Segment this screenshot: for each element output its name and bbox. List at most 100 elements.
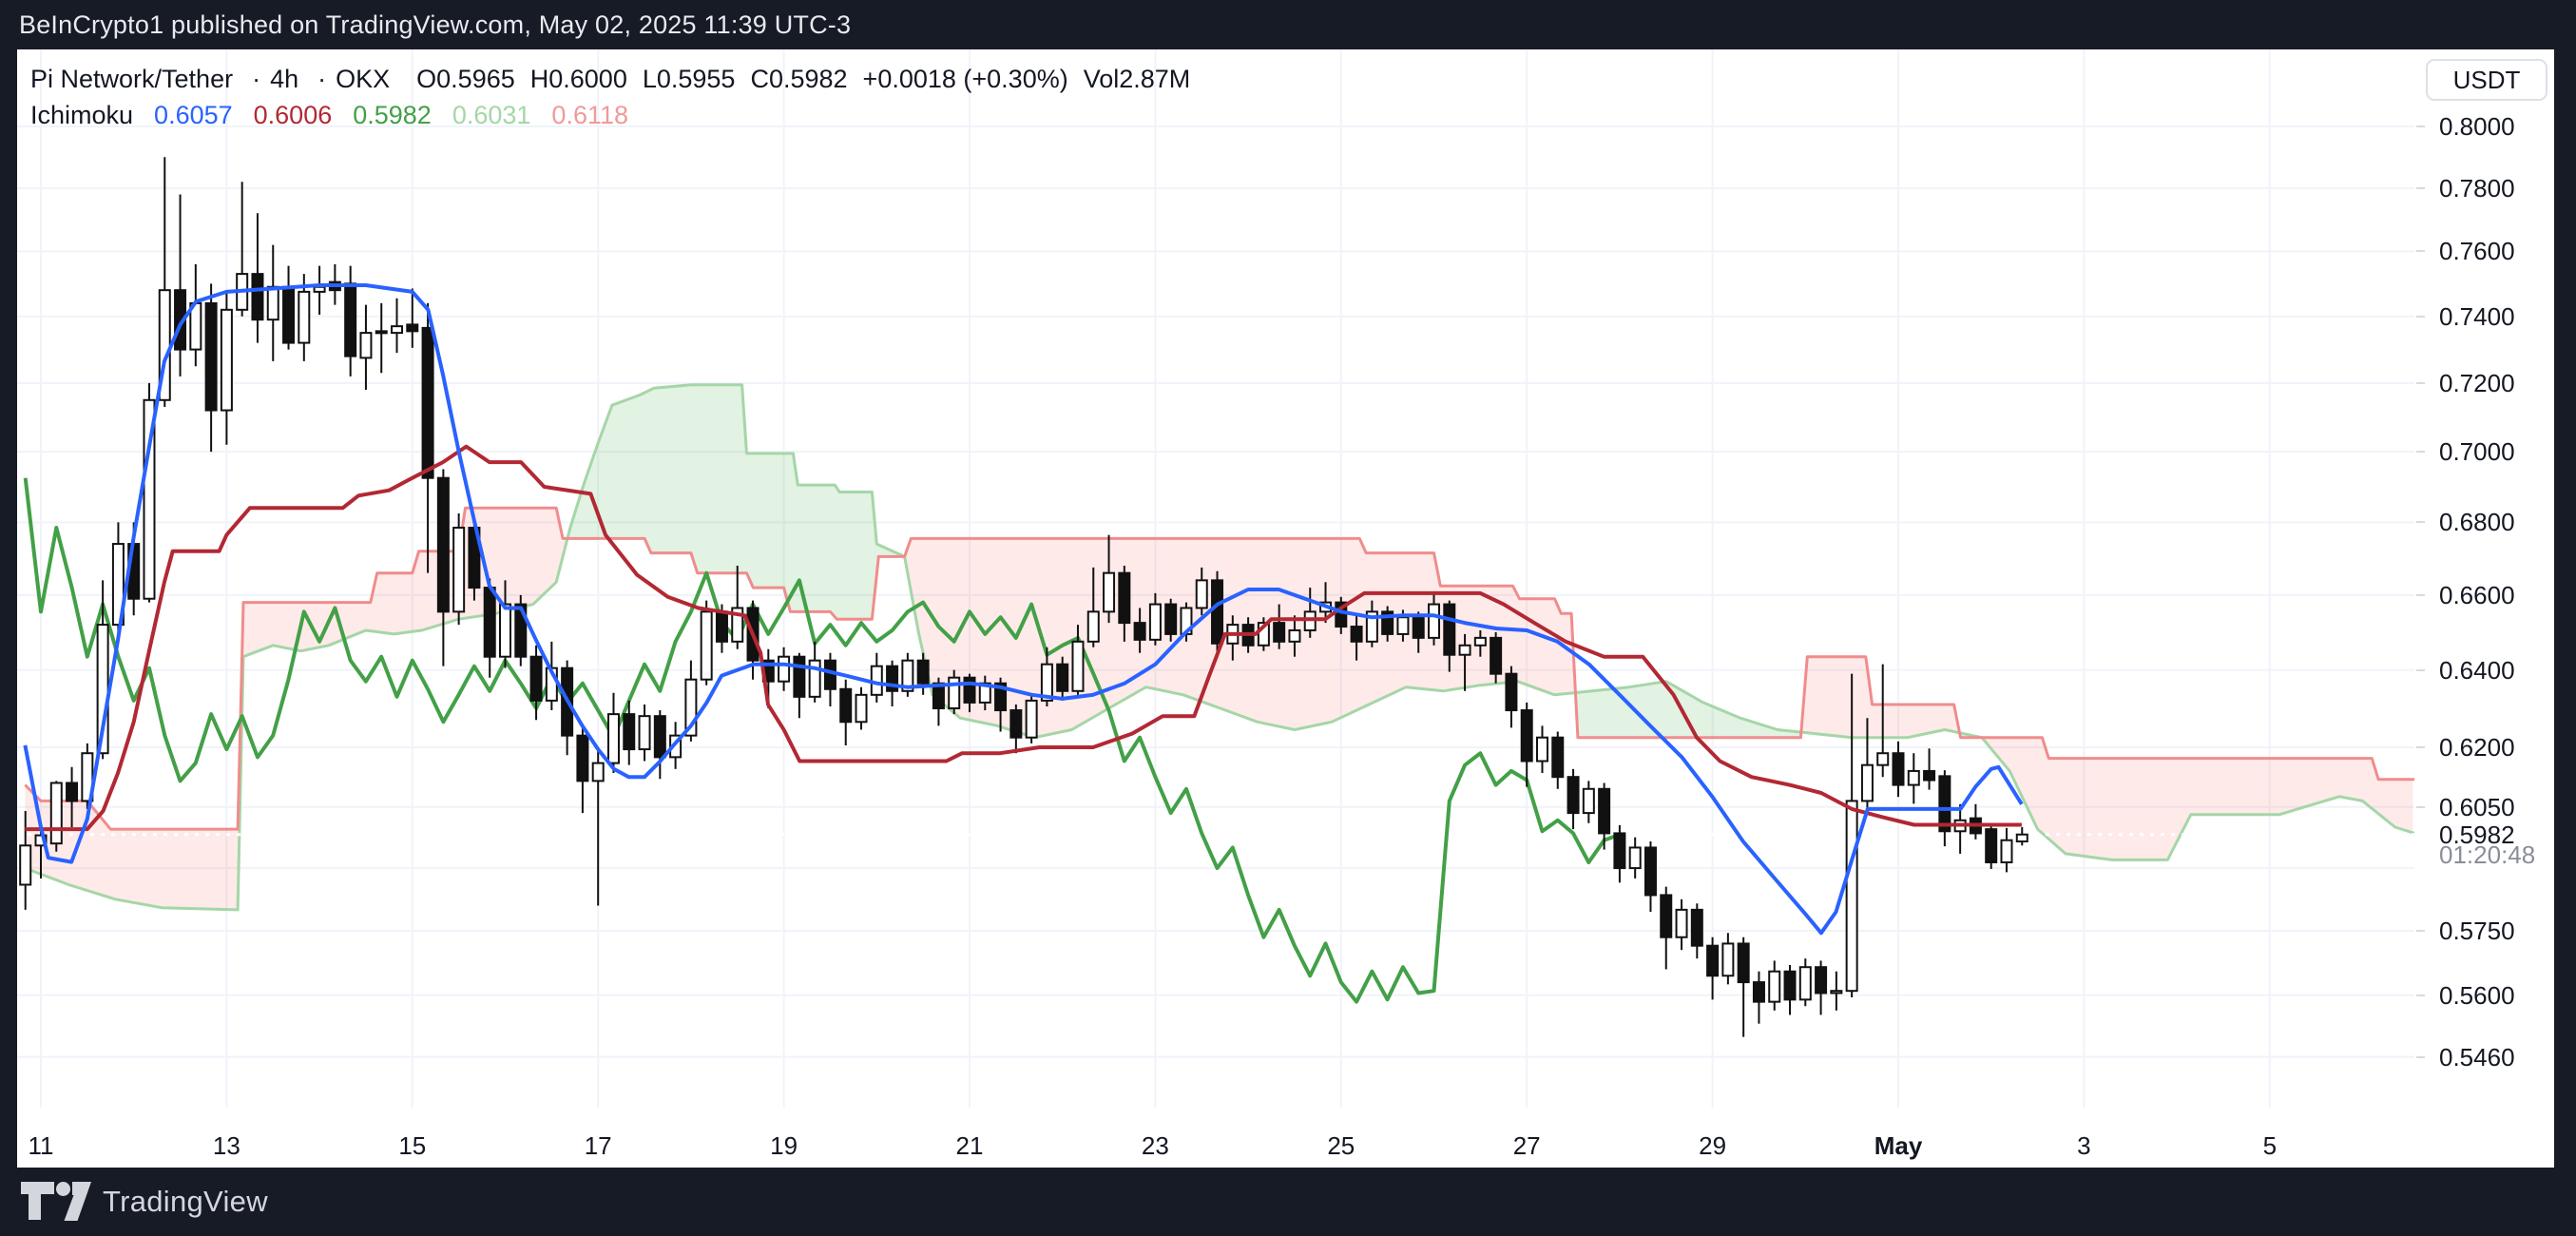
candle-up[interactable] bbox=[391, 298, 404, 354]
candle-down[interactable] bbox=[1520, 702, 1533, 787]
candle-up[interactable] bbox=[1860, 718, 1874, 814]
candle-down[interactable] bbox=[963, 673, 976, 713]
candle-up[interactable] bbox=[298, 274, 311, 361]
candle-up[interactable] bbox=[731, 565, 744, 649]
candle-up[interactable] bbox=[638, 704, 651, 762]
candle-up[interactable] bbox=[1288, 615, 1301, 657]
candle-down[interactable] bbox=[529, 645, 543, 721]
candle-up[interactable] bbox=[1845, 673, 1858, 998]
candle-down[interactable] bbox=[1350, 615, 1363, 661]
candle-up[interactable] bbox=[143, 382, 156, 603]
candle-down[interactable] bbox=[375, 302, 388, 374]
candle-up[interactable] bbox=[1907, 753, 1920, 804]
candle-down[interactable] bbox=[436, 469, 450, 666]
candle-up[interactable] bbox=[1675, 898, 1688, 951]
candle-up[interactable] bbox=[1953, 803, 1967, 854]
candle-up[interactable] bbox=[236, 182, 249, 317]
candle-down[interactable] bbox=[1133, 608, 1146, 653]
candle-up[interactable] bbox=[778, 647, 791, 691]
candle-up[interactable] bbox=[591, 747, 605, 906]
tradingview-logo-icon[interactable] bbox=[21, 1182, 91, 1222]
candle-up[interactable] bbox=[700, 600, 713, 686]
candle-down[interactable] bbox=[406, 288, 419, 348]
candle-down[interactable] bbox=[1783, 964, 1797, 1015]
candle-down[interactable] bbox=[344, 265, 357, 377]
candle-up[interactable] bbox=[1830, 971, 1843, 1011]
candle-down[interactable] bbox=[576, 725, 589, 814]
candle-down[interactable] bbox=[1598, 782, 1611, 850]
candle-up[interactable] bbox=[1582, 781, 1595, 823]
candle-down[interactable] bbox=[251, 213, 264, 343]
candle-up[interactable] bbox=[1628, 837, 1642, 879]
candle-up[interactable] bbox=[452, 512, 466, 626]
candle-up[interactable] bbox=[266, 244, 279, 361]
candle-up[interactable] bbox=[1768, 960, 1781, 1011]
candle-up[interactable] bbox=[2015, 827, 2028, 846]
candle-up[interactable] bbox=[1103, 534, 1116, 624]
candle-down[interactable] bbox=[1381, 606, 1394, 642]
candle-down[interactable] bbox=[1690, 903, 1703, 959]
candle-down[interactable] bbox=[1644, 841, 1657, 913]
candle-up[interactable] bbox=[111, 522, 125, 632]
candle-up[interactable] bbox=[855, 686, 868, 730]
candle-down[interactable] bbox=[1613, 824, 1626, 883]
candle-up[interactable] bbox=[901, 652, 914, 697]
candle-down[interactable] bbox=[421, 302, 434, 573]
candle-up[interactable] bbox=[498, 580, 511, 668]
candle-down[interactable] bbox=[1706, 937, 1720, 1000]
candle-down[interactable] bbox=[1985, 824, 1998, 869]
candle-down[interactable] bbox=[1969, 803, 1982, 840]
candle-down[interactable] bbox=[1737, 937, 1750, 1037]
candle-down[interactable] bbox=[1164, 598, 1178, 642]
candle-down[interactable] bbox=[1892, 741, 1905, 798]
candle-up[interactable] bbox=[870, 652, 883, 703]
candle-down[interactable] bbox=[204, 283, 218, 453]
candle-down[interactable] bbox=[1505, 666, 1518, 728]
price-axis[interactable]: USDT 0.8000 0.7800 0.7600 0.7400 0.7200 0.700… bbox=[2414, 49, 2554, 1168]
candle-up[interactable] bbox=[808, 641, 821, 703]
candle-down[interactable] bbox=[514, 594, 528, 666]
candle-down[interactable] bbox=[1551, 731, 1565, 789]
candle-up[interactable] bbox=[359, 304, 373, 391]
candle-up[interactable] bbox=[34, 827, 48, 879]
candle-up[interactable] bbox=[1535, 725, 1548, 774]
candle-up[interactable] bbox=[1876, 664, 1890, 778]
candle-up[interactable] bbox=[1473, 629, 1487, 657]
candle-down[interactable] bbox=[282, 265, 296, 350]
candle-up[interactable] bbox=[1086, 567, 1100, 647]
candle-up[interactable] bbox=[1195, 567, 1208, 616]
candle-down[interactable] bbox=[1752, 971, 1765, 1024]
candle-up[interactable] bbox=[1427, 590, 1440, 646]
candle-down[interactable] bbox=[66, 766, 79, 828]
candle-up[interactable] bbox=[2000, 827, 2013, 873]
candle-up[interactable] bbox=[49, 781, 63, 852]
candle-up[interactable] bbox=[1458, 633, 1471, 691]
candle-down[interactable] bbox=[1443, 600, 1456, 672]
candle-up[interactable] bbox=[1365, 600, 1378, 647]
candle-down[interactable] bbox=[1923, 748, 1936, 790]
candle-down[interactable] bbox=[1490, 631, 1503, 684]
candle-down[interactable] bbox=[793, 652, 806, 719]
candle-down[interactable] bbox=[1009, 704, 1023, 754]
time-axis[interactable]: 11 13 15 17 19 21 23 25 27 29 May 3 5 bbox=[17, 1122, 2414, 1168]
candle-up[interactable] bbox=[1721, 933, 1735, 985]
candle-up[interactable] bbox=[313, 265, 326, 315]
candle-down[interactable] bbox=[653, 710, 666, 780]
candle-down[interactable] bbox=[1273, 604, 1286, 649]
candle-down[interactable] bbox=[1211, 570, 1224, 657]
chart-panel[interactable]: Pi Network/Tether · 4h · OKX O0.5965 H0.6… bbox=[17, 49, 2554, 1168]
candle-down[interactable] bbox=[623, 700, 636, 765]
candle-down[interactable] bbox=[823, 652, 836, 706]
candle-up[interactable] bbox=[606, 692, 620, 774]
candle-up[interactable] bbox=[1257, 617, 1270, 651]
candle-down[interactable] bbox=[1567, 768, 1580, 830]
candle-up[interactable] bbox=[220, 290, 233, 445]
candle-down[interactable] bbox=[1815, 960, 1828, 1015]
candle-up[interactable] bbox=[1148, 592, 1162, 646]
candle-down[interactable] bbox=[1056, 656, 1069, 701]
candle-up[interactable] bbox=[1025, 694, 1038, 744]
tradingview-brand-text[interactable]: TradingView bbox=[103, 1185, 268, 1218]
candle-up[interactable] bbox=[1798, 958, 1812, 1007]
candle-down[interactable] bbox=[1118, 565, 1131, 642]
candle-down[interactable] bbox=[1660, 886, 1673, 970]
